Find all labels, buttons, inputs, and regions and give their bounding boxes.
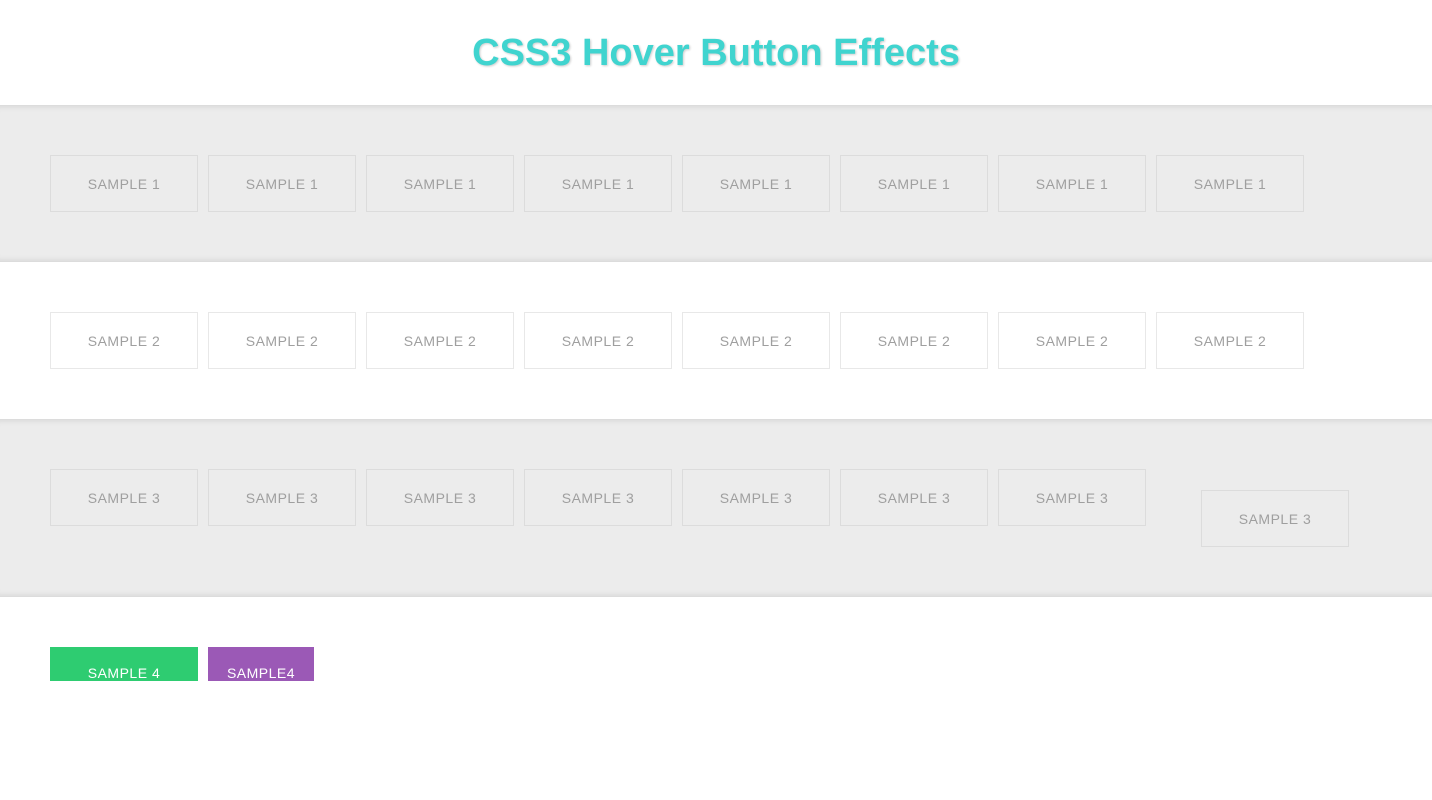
sample-1-button[interactable]: SAMPLE 1 [998,155,1146,212]
sample-3-button[interactable]: SAMPLE 3 [524,469,672,526]
sample-2-button[interactable]: SAMPLE 2 [50,312,198,369]
sample-2-button[interactable]: SAMPLE 2 [682,312,830,369]
sample-4-label: SAMPLE4 [227,655,295,681]
sample-1-button[interactable]: SAMPLE 1 [366,155,514,212]
button-row-1: SAMPLE 1 SAMPLE 1 SAMPLE 1 SAMPLE 1 SAMP… [50,155,1382,212]
sample-4-label: SAMPLE 4 [88,655,160,681]
sample-1-button[interactable]: SAMPLE 1 [682,155,830,212]
sample-4-button-green[interactable]: SAMPLE 4 [50,647,198,681]
sample-3-button[interactable]: SAMPLE 3 [998,469,1146,526]
sample-2-button[interactable]: SAMPLE 2 [840,312,988,369]
sample-2-button[interactable]: SAMPLE 2 [366,312,514,369]
button-row-4: SAMPLE 4 SAMPLE4 [50,647,1382,681]
sample-3-button[interactable]: SAMPLE 3 [840,469,988,526]
page-title: CSS3 Hover Button Effects [0,0,1432,105]
section-sample-2: SAMPLE 2 SAMPLE 2 SAMPLE 2 SAMPLE 2 SAMP… [0,262,1432,419]
sample-1-button[interactable]: SAMPLE 1 [840,155,988,212]
sample-3-button[interactable]: SAMPLE 3 [1201,490,1349,547]
button-row-2: SAMPLE 2 SAMPLE 2 SAMPLE 2 SAMPLE 2 SAMP… [50,312,1382,369]
sample-4-button-purple[interactable]: SAMPLE4 [208,647,314,681]
sample-2-button[interactable]: SAMPLE 2 [524,312,672,369]
sample-2-button[interactable]: SAMPLE 2 [998,312,1146,369]
sample-2-button[interactable]: SAMPLE 2 [1156,312,1304,369]
sample-3-button[interactable]: SAMPLE 3 [50,469,198,526]
sample-1-button[interactable]: SAMPLE 1 [208,155,356,212]
sample-1-button[interactable]: SAMPLE 1 [1156,155,1304,212]
sample-3-button[interactable]: SAMPLE 3 [682,469,830,526]
sample-1-button[interactable]: SAMPLE 1 [50,155,198,212]
sample-3-button[interactable]: SAMPLE 3 [366,469,514,526]
button-row-3: SAMPLE 3 SAMPLE 3 SAMPLE 3 SAMPLE 3 SAMP… [50,469,1382,547]
sample-1-button[interactable]: SAMPLE 1 [524,155,672,212]
sample-2-button[interactable]: SAMPLE 2 [208,312,356,369]
section-sample-3: SAMPLE 3 SAMPLE 3 SAMPLE 3 SAMPLE 3 SAMP… [0,419,1432,597]
section-sample-4: SAMPLE 4 SAMPLE4 [0,597,1432,681]
section-sample-1: SAMPLE 1 SAMPLE 1 SAMPLE 1 SAMPLE 1 SAMP… [0,105,1432,262]
sample-3-button[interactable]: SAMPLE 3 [208,469,356,526]
